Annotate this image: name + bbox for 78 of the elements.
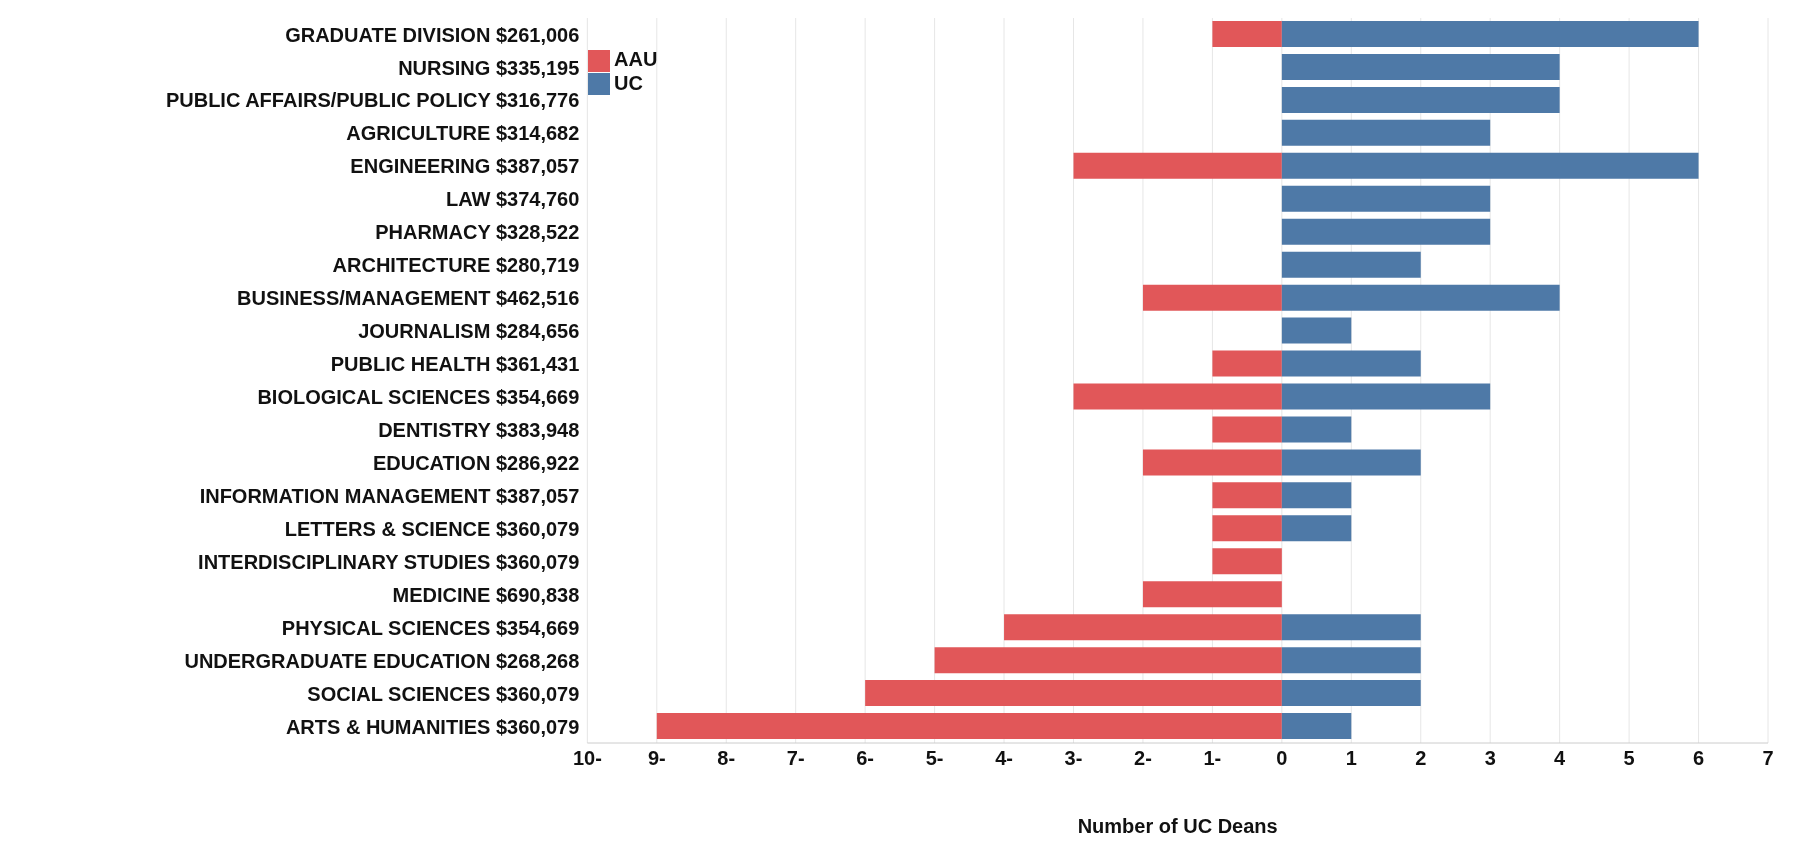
y-tick-label: INFORMATION MANAGEMENT $387,057 bbox=[199, 484, 580, 507]
bar bbox=[1073, 383, 1282, 410]
x-tick-label: 7 bbox=[1762, 747, 1774, 770]
y-tick-label: LETTERS & SCIENCE $360,079 bbox=[284, 517, 580, 540]
bar bbox=[1281, 383, 1491, 410]
bar bbox=[1281, 86, 1560, 113]
x-tick-label: 8- bbox=[717, 747, 736, 770]
x-tick-label: 4 bbox=[1554, 747, 1567, 770]
bar bbox=[1281, 251, 1421, 278]
x-tick-label: 10- bbox=[572, 747, 602, 770]
y-tick-label: DENTISTRY $383,948 bbox=[378, 419, 580, 442]
y-tick-label: MEDICINE $690,838 bbox=[392, 583, 580, 606]
bar bbox=[1212, 21, 1282, 47]
bar bbox=[1281, 713, 1352, 740]
y-tick-label: PUBLIC HEALTH $361,431 bbox=[330, 353, 580, 376]
x-axis-title: Number of UC Deans bbox=[1077, 815, 1278, 837]
x-tick-label: 3 bbox=[1484, 747, 1496, 770]
bar bbox=[1281, 152, 1699, 179]
bar bbox=[934, 647, 1282, 674]
y-tick-label: NURSING $335,195 bbox=[398, 56, 580, 79]
x-tick-label: 9- bbox=[647, 747, 666, 770]
bar bbox=[1004, 614, 1282, 641]
bar bbox=[1142, 284, 1282, 311]
x-tick-label: 5- bbox=[925, 747, 944, 770]
legend-label: UC bbox=[614, 71, 643, 94]
bar bbox=[1281, 350, 1421, 377]
bar bbox=[865, 680, 1282, 707]
bar bbox=[1281, 53, 1560, 80]
y-tick-label: BUSINESS/MANAGEMENT $462,516 bbox=[237, 287, 580, 310]
x-tick-label: 0 bbox=[1276, 747, 1288, 770]
bar bbox=[1142, 449, 1282, 476]
bar bbox=[1281, 482, 1352, 509]
y-tick-label: AGRICULTURE $314,682 bbox=[346, 122, 580, 145]
y-tick-label: EDUCATION $286,922 bbox=[372, 451, 580, 474]
y-tick-label: LAW $374,760 bbox=[445, 188, 580, 211]
x-tick-label: 1 bbox=[1345, 747, 1357, 770]
bar bbox=[1142, 581, 1282, 608]
bar bbox=[1212, 350, 1282, 377]
bar bbox=[1281, 185, 1491, 212]
y-tick-label: INTERDISCIPLINARY STUDIES $360,079 bbox=[198, 550, 580, 573]
y-tick-label: PUBLIC AFFAIRS/PUBLIC POLICY $316,776 bbox=[165, 89, 580, 112]
x-tick-label: 3- bbox=[1064, 747, 1083, 770]
bar bbox=[1281, 614, 1421, 641]
legend-label: AAU bbox=[614, 48, 658, 70]
bar bbox=[1281, 284, 1560, 311]
y-tick-label: PHYSICAL SCIENCES $354,669 bbox=[281, 616, 580, 639]
bar bbox=[1281, 119, 1491, 146]
x-tick-label: 4- bbox=[995, 747, 1013, 770]
y-tick-label: BIOLOGICAL SCIENCES $354,669 bbox=[257, 386, 580, 409]
bar bbox=[1281, 416, 1352, 443]
bar bbox=[1281, 647, 1421, 674]
bar bbox=[1281, 21, 1699, 47]
y-tick-label: UNDERGRADUATE EDUCATION $268,268 bbox=[184, 649, 580, 672]
bar bbox=[656, 713, 1282, 740]
y-tick-label: ARTS & HUMANITIES $360,079 bbox=[285, 715, 580, 738]
x-tick-label: 6- bbox=[856, 747, 875, 770]
bar bbox=[1281, 515, 1352, 542]
y-tick-label: GRADUATE DIVISION $261,006 bbox=[285, 23, 580, 46]
bar bbox=[1073, 152, 1282, 179]
x-tick-label: 6 bbox=[1692, 747, 1705, 770]
bar bbox=[1281, 317, 1352, 344]
bar bbox=[1281, 680, 1421, 707]
y-tick-label: PHARMACY $328,522 bbox=[375, 221, 580, 244]
x-tick-label: 5 bbox=[1623, 747, 1635, 770]
x-tick-label: 7- bbox=[786, 747, 805, 770]
bar bbox=[1281, 218, 1491, 245]
y-tick-label: JOURNALISM $284,656 bbox=[358, 320, 580, 343]
x-tick-label: 2 bbox=[1415, 747, 1427, 770]
y-tick-label: SOCIAL SCIENCES $360,079 bbox=[307, 682, 580, 705]
bar bbox=[1212, 416, 1282, 443]
bar bbox=[1212, 515, 1282, 542]
bar bbox=[1212, 548, 1282, 575]
x-tick-label: 2- bbox=[1134, 747, 1152, 770]
y-tick-label: ENGINEERING $387,057 bbox=[350, 155, 580, 178]
y-tick-label: ARCHITECTURE $280,719 bbox=[332, 254, 580, 277]
bar bbox=[1281, 449, 1421, 476]
x-tick-label: 1- bbox=[1203, 747, 1222, 770]
bar bbox=[1212, 482, 1282, 509]
